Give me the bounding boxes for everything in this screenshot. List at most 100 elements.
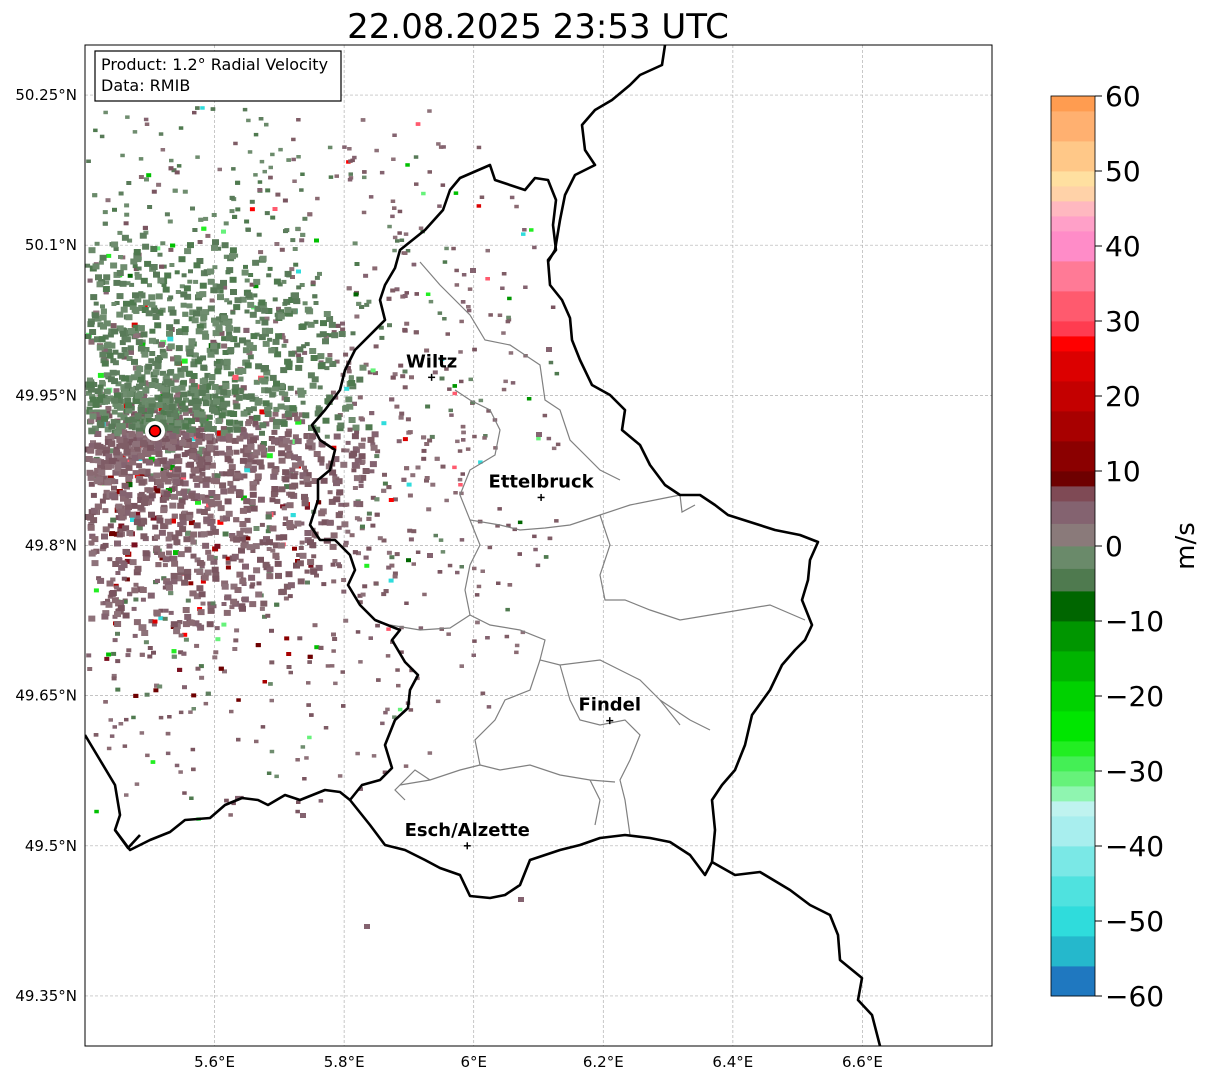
radar-pixel xyxy=(299,283,305,287)
radar-pixel xyxy=(143,117,149,122)
radar-pixel xyxy=(522,228,527,232)
radar-pixel xyxy=(227,487,235,494)
radar-pixel xyxy=(408,537,414,542)
radar-pixel xyxy=(304,569,310,574)
radar-pixel xyxy=(194,557,201,563)
radar-pixel xyxy=(178,650,184,655)
radar-pixel xyxy=(142,555,150,561)
radar-pixel xyxy=(97,464,105,470)
radar-pixel xyxy=(133,249,141,255)
radar-pixel xyxy=(205,691,211,696)
radar-pixel xyxy=(145,753,150,758)
radar-pixel xyxy=(192,352,199,358)
radar-pixel xyxy=(269,628,274,633)
radar-pixel xyxy=(155,402,163,409)
radar-pixel xyxy=(386,627,391,631)
radar-pixel xyxy=(170,555,178,562)
radar-pixel xyxy=(404,466,410,471)
radar-pixel xyxy=(160,523,168,530)
radar-pixel xyxy=(506,315,511,320)
radar-pixel xyxy=(459,664,464,668)
radar-pixel xyxy=(115,631,120,636)
radar-pixel xyxy=(184,546,192,553)
radar-pixel xyxy=(284,270,292,277)
radar-pixel xyxy=(286,415,293,421)
radar-pixel xyxy=(100,475,108,482)
radar-pixel xyxy=(324,366,330,371)
radar-pixel xyxy=(245,407,253,414)
radar-pixel xyxy=(362,584,368,589)
radar-pixel xyxy=(223,358,231,365)
radar-pixel xyxy=(141,402,149,408)
radar-pixel xyxy=(350,331,356,336)
radar-pixel xyxy=(355,751,360,756)
radar-pixel xyxy=(119,513,127,520)
radar-pixel xyxy=(109,734,115,738)
radar-pixel xyxy=(517,520,523,525)
map-title: 22.08.2025 23:53 UTC xyxy=(347,7,729,47)
radar-pixel xyxy=(99,381,106,387)
radar-pixel xyxy=(193,310,200,317)
radar-pixel xyxy=(240,432,248,439)
radar-pixel xyxy=(198,591,206,598)
radar-pixel xyxy=(121,354,128,360)
radar-pixel xyxy=(304,342,310,347)
radar-pixel xyxy=(295,226,301,231)
radar-pixel xyxy=(193,403,201,410)
radar-pixel xyxy=(188,710,193,714)
radar-pixel xyxy=(203,388,210,394)
radar-pixel xyxy=(215,637,221,642)
radar-pixel xyxy=(145,418,153,424)
radar-pixel xyxy=(253,278,261,285)
radar-pixel xyxy=(221,580,229,587)
france-germany-border xyxy=(711,860,882,1046)
radar-pixel xyxy=(307,372,315,379)
radar-pixel xyxy=(129,416,137,423)
radar-pixel xyxy=(199,417,207,424)
radar-pixel xyxy=(295,809,300,814)
radar-pixel xyxy=(216,283,224,290)
radar-pixel xyxy=(139,232,147,239)
radar-pixel xyxy=(321,519,329,526)
radar-pixel xyxy=(233,403,241,410)
radar-pixel xyxy=(373,371,378,376)
radar-pixel xyxy=(200,531,208,538)
radar-pixel xyxy=(208,490,216,496)
radar-pixel xyxy=(285,364,293,371)
radar-pixel xyxy=(186,303,193,309)
radar-pixel xyxy=(134,782,140,786)
radar-pixel xyxy=(272,207,278,211)
radar-pixel xyxy=(138,305,146,311)
radar-pixel xyxy=(112,349,119,355)
radar-pixel xyxy=(272,552,280,559)
radar-pixel xyxy=(298,324,306,330)
radar-pixel xyxy=(191,441,199,448)
radar-pixel xyxy=(134,370,142,377)
radar-pixel xyxy=(444,498,449,503)
radar-pixel xyxy=(133,330,140,336)
radar-pixel xyxy=(160,476,168,483)
radar-pixel xyxy=(292,292,299,299)
radar-pixel xyxy=(286,520,294,526)
radar-pixel xyxy=(193,411,201,418)
radar-pixel xyxy=(156,517,164,524)
radar-pixel xyxy=(288,297,296,303)
radar-pixel xyxy=(150,515,157,521)
colorbar-band xyxy=(1051,771,1095,787)
radar-pixel xyxy=(271,486,279,492)
radar-pixel xyxy=(410,473,416,478)
radar-pixel xyxy=(195,155,200,159)
radar-pixel xyxy=(259,606,265,611)
radar-pixel xyxy=(193,493,200,500)
radar-pixel xyxy=(153,339,159,345)
radar-pixel xyxy=(87,667,93,671)
radar-pixel xyxy=(340,461,348,468)
radar-pixel xyxy=(430,482,436,487)
radar-pixel xyxy=(298,546,304,550)
radar-pixel xyxy=(93,588,99,593)
radar-pixel xyxy=(121,576,127,581)
radar-pixel xyxy=(227,480,234,486)
radar-pixel xyxy=(88,540,95,546)
radar-pixel xyxy=(170,621,178,628)
radar-pixel xyxy=(385,707,390,712)
